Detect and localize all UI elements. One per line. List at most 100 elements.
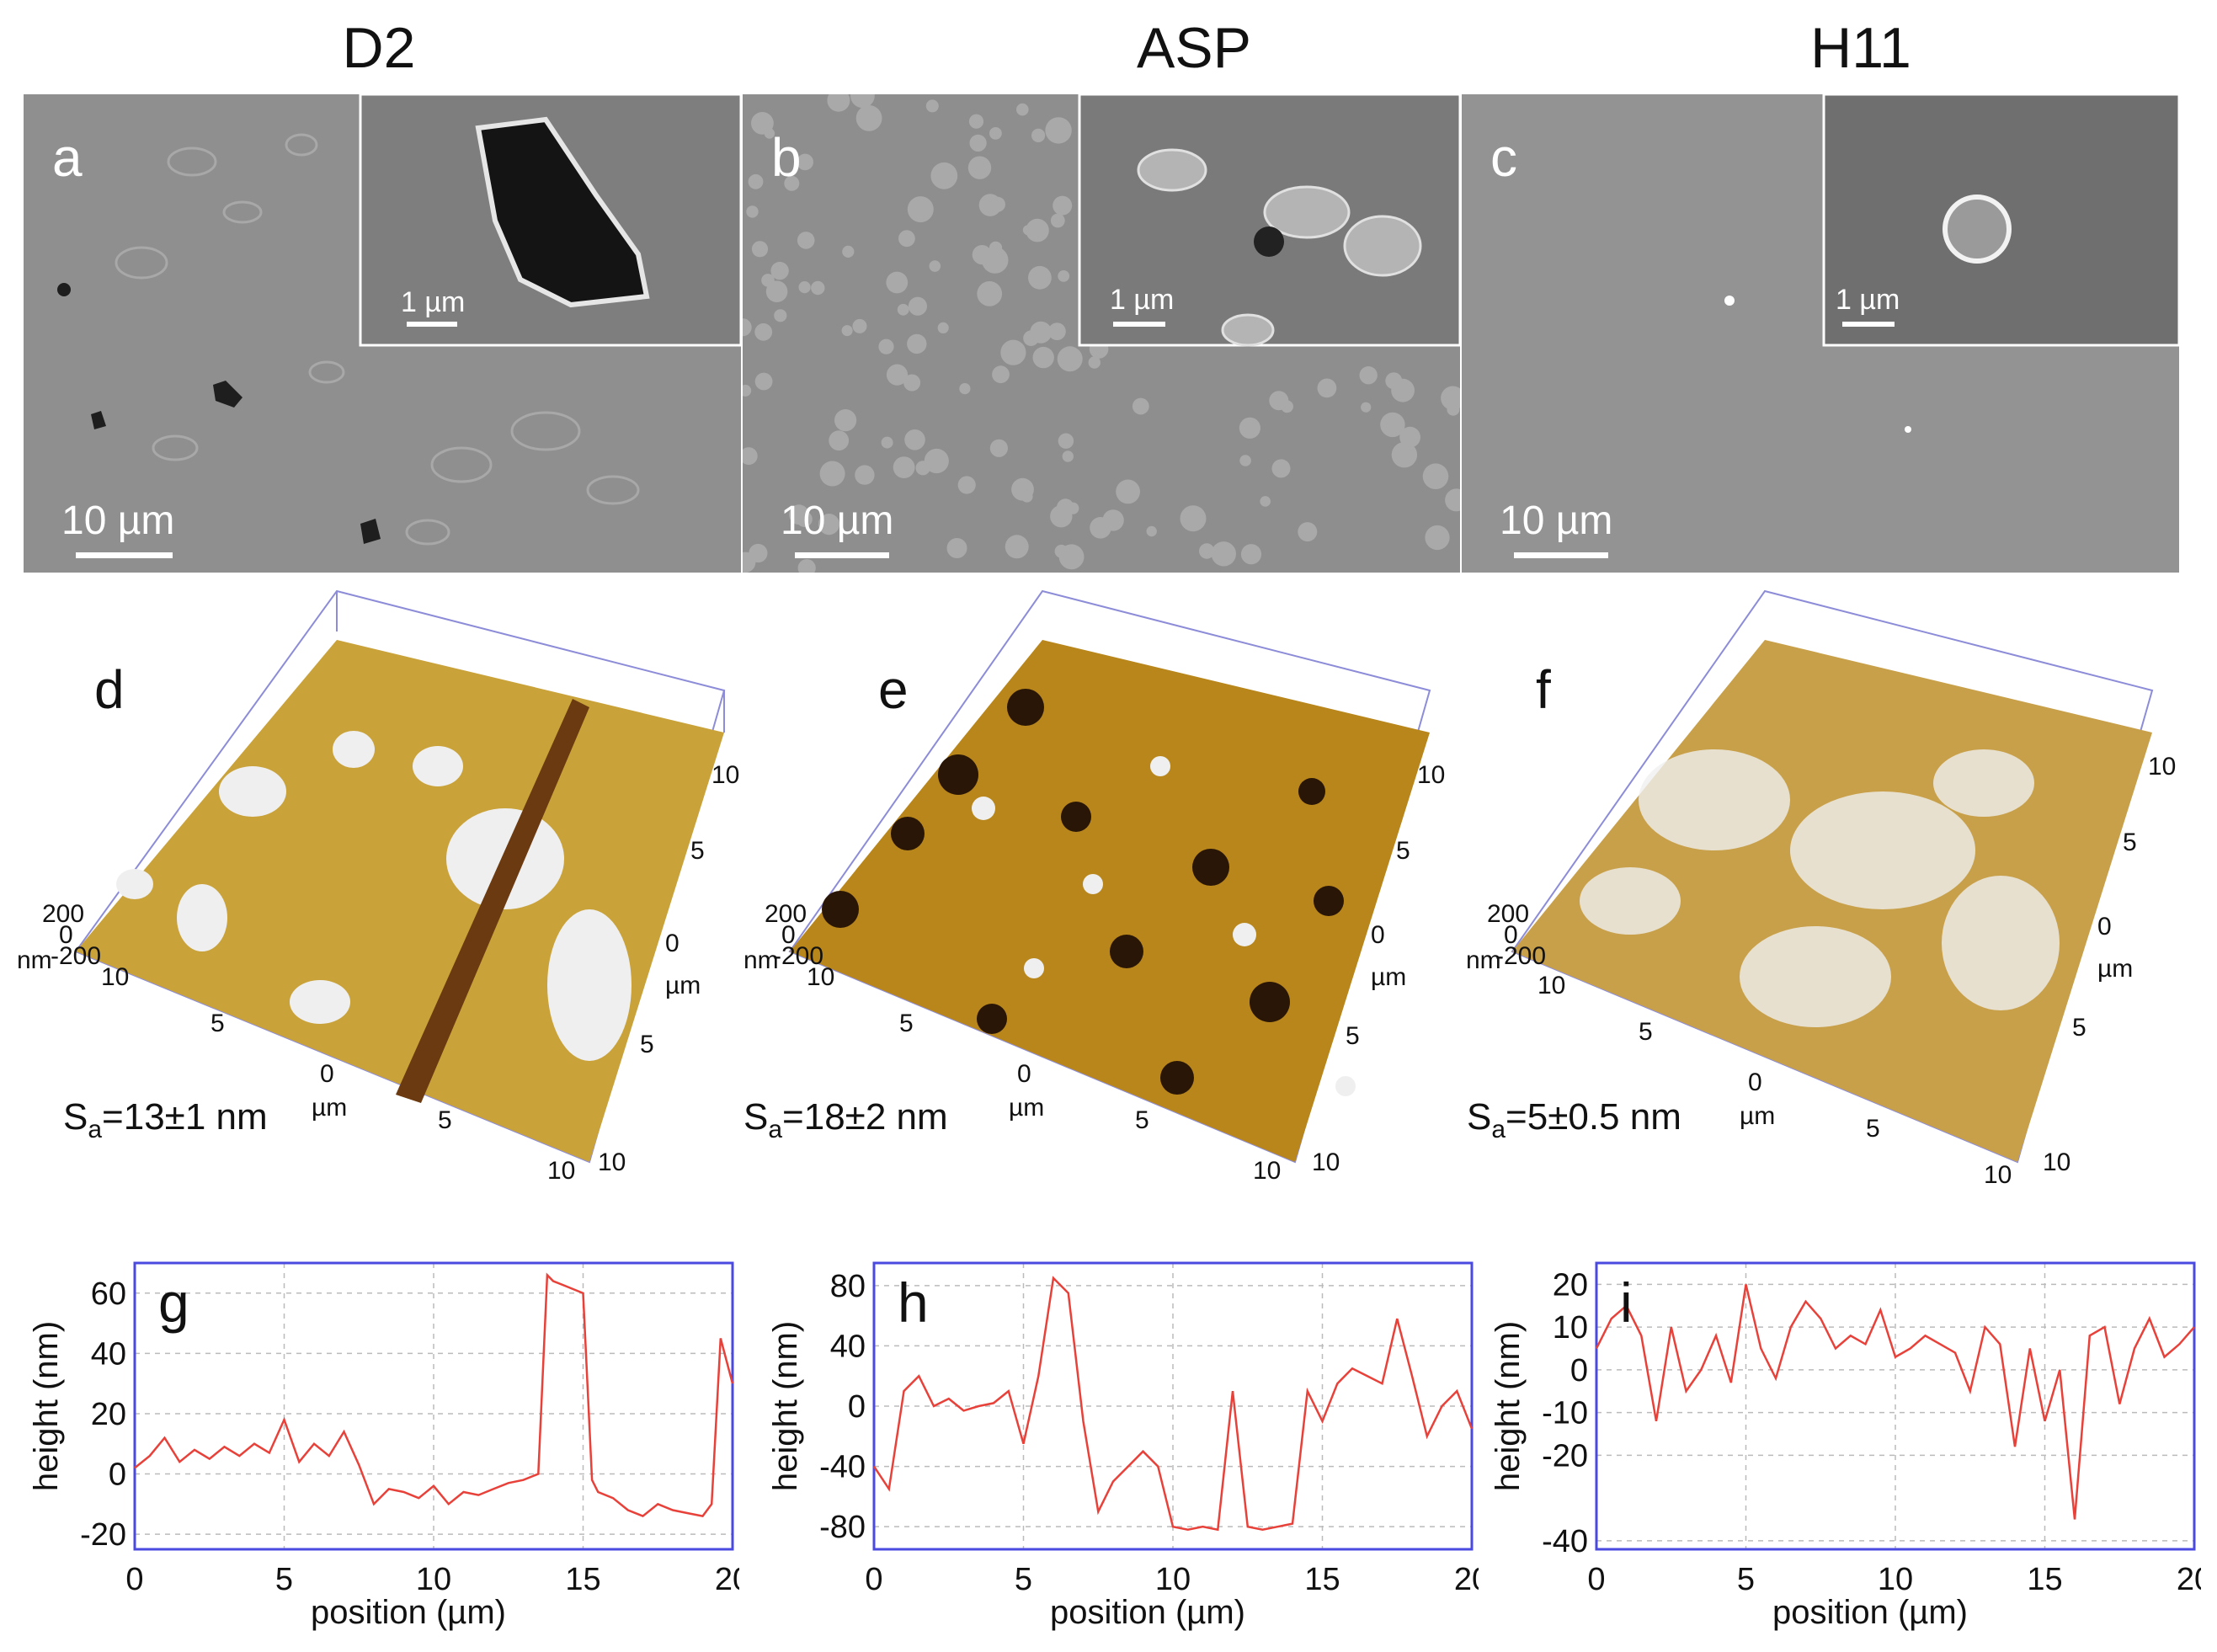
carbide-particle [855, 465, 875, 485]
carbide-particle [751, 241, 769, 258]
profile-chart-i: 0 5 10 15 20 -40 -20 -10 0 10 20 position (µm) heigh… [1490, 1261, 2201, 1631]
afm-e-ztick-200: 200 [765, 900, 807, 928]
carbide-particle [904, 429, 925, 450]
carbide-particle [754, 372, 773, 391]
carbide-particle [903, 374, 921, 392]
carbide-particle [930, 162, 958, 189]
afm-d-xtick-1: 5 [211, 1010, 225, 1037]
carbide-particle [878, 338, 894, 354]
afm-e-xunit: µm [1009, 1094, 1044, 1122]
carbide-particle [893, 456, 915, 478]
column-title-d2: D2 [342, 16, 416, 80]
carbide-particle [1180, 505, 1207, 532]
sa-value-e: Sa=18±2 nm [743, 1096, 948, 1144]
sa-sub-f: a [1491, 1115, 1506, 1143]
carbide-particle [1045, 117, 1072, 144]
afm-d-yunit: µm [665, 972, 701, 999]
carbide-particle [989, 439, 1008, 457]
column-title-asp: ASP [1136, 16, 1252, 80]
afm-d-xtick-4: 10 [547, 1157, 575, 1185]
panel-letter-b: b [771, 127, 802, 188]
afm-panel-d: 200 0 -200 nm 10 5 0 µm 5 10 10 5 0 µm 5… [0, 581, 739, 1187]
carbide-particle [1445, 488, 1460, 512]
profile-chart-h: 0 5 10 15 20 -80 -40 0 40 80 position (µm) height (… [767, 1261, 1479, 1631]
sem-image-b: 1 µm 10 µm [743, 94, 1460, 573]
height-profile-line [134, 1272, 734, 1518]
afm-e-yunit: µm [1371, 963, 1406, 991]
carbide-particle [743, 384, 752, 397]
afm-surface-e: 200 0 -200 nm 10 5 0 µm 5 10 10 5 0 µm 5… [743, 589, 1445, 1185]
afm-e-xtick-0: 10 [807, 963, 834, 991]
panel-letter-i: i [1620, 1271, 1633, 1334]
carbide-particle [765, 280, 788, 302]
y-axis-label: height (nm) [1490, 1321, 1527, 1491]
carbide-particle [1239, 455, 1251, 466]
panel-letter-c: c [1490, 127, 1517, 188]
afm-e-xtick-4: 10 [1253, 1157, 1281, 1185]
carbide-particle [898, 230, 915, 248]
carbide-particle [907, 196, 934, 223]
y-tick-label: 40 [830, 1329, 866, 1364]
carbide-particle [981, 247, 1009, 274]
carbide-particle [957, 476, 976, 494]
carbide-particle [915, 461, 930, 476]
sa-sub-e: a [768, 1115, 783, 1143]
carbide-particle [827, 94, 850, 112]
carbide-particle [841, 325, 853, 337]
y-tick-label: 60 [91, 1276, 126, 1312]
panel-letter-f: f [1536, 659, 1551, 720]
carbide-particle [1391, 378, 1415, 402]
carbide-particle [989, 127, 1002, 140]
carbide-particle [1269, 391, 1289, 411]
afm-f-xtick-4: 10 [1984, 1161, 2012, 1187]
x-axis-label: position (µm) [311, 1594, 506, 1631]
afm-e-xtick-1: 5 [899, 1010, 914, 1037]
carbide-particle [1016, 103, 1029, 116]
sa-prefix-e: S [743, 1096, 769, 1138]
afm-f-xtick-3: 5 [1866, 1115, 1880, 1143]
carbide-particle [937, 322, 949, 333]
y-tick-label: -80 [819, 1510, 866, 1545]
afm-f-ztick-0: 0 [1504, 921, 1518, 949]
panel-letter-a: a [52, 127, 83, 188]
x-tick-label: 10 [1878, 1562, 1913, 1597]
carbide-particle [992, 365, 1010, 384]
afm-e-ytick-2: 0 [1371, 921, 1385, 949]
carbide-particle [748, 173, 764, 189]
inset-scale-label-c: 1 µm [1836, 284, 1900, 316]
carbide-particle [829, 430, 850, 451]
y-tick-label: -20 [80, 1517, 126, 1553]
carbide-particle [797, 511, 813, 527]
carbide-particle [881, 436, 893, 449]
x-tick-label: 5 [1015, 1562, 1032, 1597]
sa-value-d: Sa=13±1 nm [63, 1096, 268, 1144]
y-tick-label: -20 [1542, 1438, 1588, 1473]
carbide-particle [855, 105, 882, 131]
afm-e-ytick-4: 10 [1312, 1148, 1340, 1176]
carbide-particle [968, 114, 984, 129]
carbide-particle [1380, 412, 1405, 438]
afm-f-ytick-2: 0 [2097, 913, 2112, 941]
afm-d-xunit: µm [312, 1094, 347, 1122]
carbide-particle [850, 94, 875, 109]
carbide-particle [1058, 270, 1070, 282]
carbide-particle [1021, 490, 1033, 503]
y-axis-label: height (nm) [767, 1321, 804, 1491]
y-tick-label: -10 [1542, 1396, 1588, 1431]
profile-chart-g: 0 5 10 15 20 -20 0 20 40 60 position (µm) height (n… [28, 1261, 739, 1631]
afm-f-yunit: µm [2097, 955, 2133, 983]
carbide-particle [908, 296, 927, 316]
carbide-particle [1260, 496, 1271, 507]
carbide-particle [886, 364, 909, 386]
carbide-particle [761, 274, 775, 287]
carbide-particle [1116, 479, 1140, 504]
carbide-particle [1048, 322, 1066, 340]
afm-d-ytick-3: 5 [640, 1031, 654, 1058]
plot-frame [133, 1261, 734, 1551]
afm-e-ytick-0: 10 [1417, 761, 1445, 789]
carbide-particle [1359, 366, 1378, 385]
carbide-particle [1317, 378, 1337, 398]
carbide-particle [797, 153, 813, 171]
afm-panel-e: 200 0 -200 nm 10 5 0 µm 5 10 10 5 0 µm 5… [739, 581, 1479, 1187]
y-tick-label: 0 [1570, 1353, 1588, 1388]
